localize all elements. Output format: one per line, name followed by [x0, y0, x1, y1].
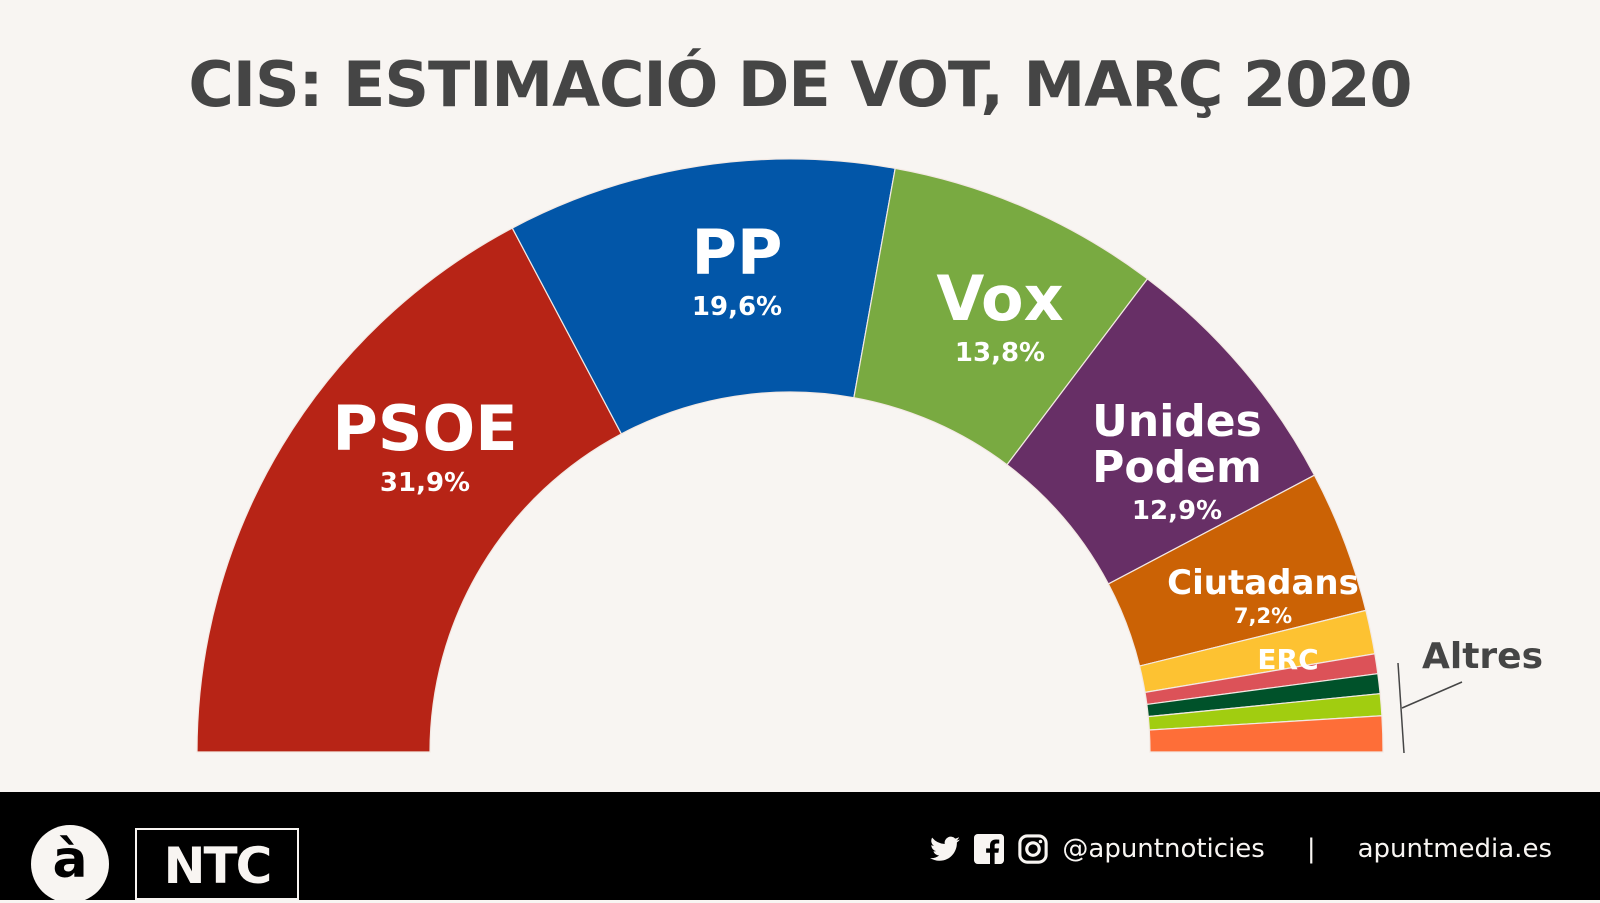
label-erc: ERC [1257, 646, 1318, 674]
label-psoe: PSOE 31,9% [332, 392, 518, 498]
separator: | [1306, 834, 1316, 864]
social-links: @apuntnoticies | apuntmedia.es [930, 834, 1552, 864]
party-name: Ciutadans [1167, 563, 1359, 603]
party-name-line1: Unides [1092, 396, 1262, 447]
ntc-logo: NTC [135, 828, 299, 900]
altres-bracket [1397, 662, 1405, 754]
segment-altres-4 [1148, 715, 1384, 753]
altres-label: Altres [1422, 636, 1544, 677]
apunt-logo: à [31, 825, 109, 903]
party-percent: 13,8% [954, 338, 1046, 368]
footer-bar: à NTC @apuntnoticies | apuntmedia.es [0, 792, 1600, 903]
chart-title: CIS: ESTIMACIÓ DE VOT, MARÇ 2020 [188, 48, 1412, 121]
hemicycle-chart [196, 158, 1463, 754]
party-name: ERC [1257, 643, 1319, 676]
website-link[interactable]: apuntmedia.es [1357, 834, 1552, 864]
instagram-icon[interactable] [1018, 834, 1049, 864]
twitter-handle-link[interactable]: @apuntnoticies [1062, 834, 1265, 864]
label-unides-podem: Unides Podem 12,9% [1092, 396, 1262, 526]
party-name: PSOE [332, 392, 518, 465]
label-vox: Vox 13,8% [936, 262, 1064, 368]
altres-leader-line [1401, 681, 1463, 709]
party-percent: 7,2% [1233, 604, 1293, 628]
facebook-icon[interactable] [974, 834, 1005, 864]
label-ciutadans: Ciutadans 7,2% [1167, 566, 1359, 627]
party-name: PP [691, 216, 783, 289]
party-name-line2: Podem [1092, 442, 1262, 493]
twitter-icon[interactable] [930, 834, 961, 864]
party-name: Vox [936, 262, 1064, 335]
party-percent: 31,9% [379, 468, 471, 498]
party-percent: 12,9% [1131, 496, 1223, 526]
label-pp: PP 19,6% [691, 216, 783, 322]
segment-psoe [196, 227, 623, 753]
party-percent: 19,6% [691, 292, 783, 322]
